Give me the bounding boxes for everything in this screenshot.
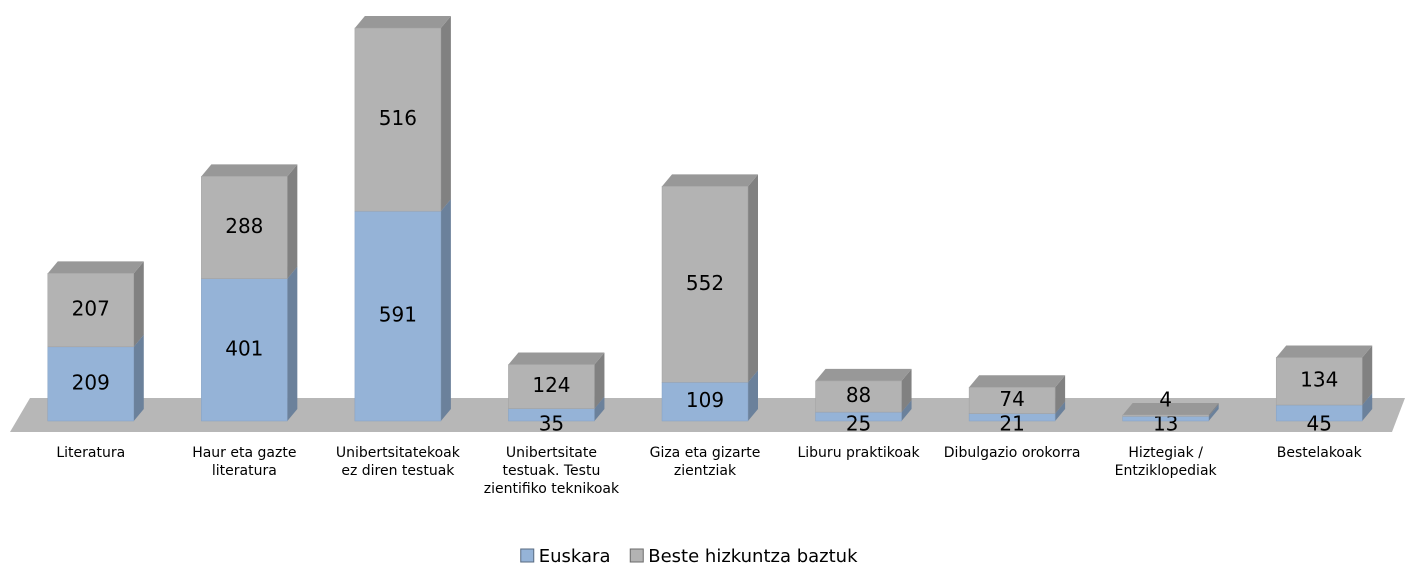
x-tick-label: Hiztegiak / Entziklopediak <box>1114 445 1217 479</box>
legend-label: Beste hizkuntza baztuk <box>648 546 858 567</box>
bar <box>354 27 442 212</box>
bar <box>47 346 135 422</box>
bar <box>1122 414 1209 417</box>
value-label: 21 <box>999 412 1024 436</box>
bar-top <box>47 261 144 274</box>
x-tick-label: Bestelakoak <box>1276 445 1362 461</box>
bar-side <box>1055 401 1066 421</box>
bar-side <box>1362 345 1373 406</box>
legend-label: Euskara <box>539 546 611 567</box>
bar-side <box>1208 402 1219 417</box>
x-tick-label: Haur eta gazte literatura <box>192 445 297 479</box>
bar-top <box>201 164 298 177</box>
bar <box>661 382 749 422</box>
bar-side <box>287 266 298 421</box>
bar-top <box>354 16 451 28</box>
bar-top <box>969 375 1066 388</box>
value-label: 25 <box>846 412 871 436</box>
value-label: 207 <box>72 297 110 321</box>
bar-top <box>815 368 912 381</box>
bar-side <box>901 400 912 421</box>
legend-swatch <box>629 548 644 563</box>
bar <box>815 380 902 413</box>
bar-side <box>1055 375 1066 414</box>
bar <box>968 387 1056 414</box>
value-label: 88 <box>846 383 871 407</box>
bar-side <box>748 370 758 421</box>
bar-top <box>1122 402 1219 415</box>
bar-side <box>133 261 144 347</box>
value-label: 134 <box>1300 368 1338 392</box>
value-label: 516 <box>379 106 417 130</box>
bar-side <box>594 352 605 409</box>
x-tick-label: Unibertsitatekoak ez diren testuak <box>335 445 460 479</box>
x-tick-label: Liburu praktikoak <box>797 445 920 461</box>
bar-side <box>287 164 298 279</box>
x-tick-label: Giza eta gizarte zientziak <box>649 445 761 479</box>
bar-side <box>1362 393 1373 421</box>
legend-swatch <box>520 548 535 563</box>
bar-side <box>440 16 451 212</box>
bar <box>201 176 288 279</box>
bar <box>508 364 595 409</box>
x-tick-label: Literatura <box>56 445 126 461</box>
bar <box>201 278 288 422</box>
bar <box>661 186 749 383</box>
value-label: 35 <box>539 412 564 436</box>
bar-side <box>133 334 144 421</box>
bar-top <box>508 352 605 365</box>
value-label: 4 <box>1159 387 1172 411</box>
bar <box>47 273 135 348</box>
x-tick-label: Unibertsitate testuak. Testu zientifiko … <box>483 445 620 497</box>
value-label: 401 <box>225 336 263 360</box>
bar-side <box>1208 404 1219 421</box>
x-tick-label: Dibulgazio orokorra <box>943 445 1081 461</box>
value-label: 124 <box>532 373 570 397</box>
value-label: 552 <box>686 271 724 295</box>
bar-side <box>901 368 912 413</box>
bar-side <box>748 174 758 383</box>
bar <box>1275 357 1363 406</box>
bar-side <box>440 199 451 421</box>
value-label: 288 <box>225 214 263 238</box>
bar <box>354 210 442 422</box>
bar-top <box>1276 345 1373 358</box>
value-label: 209 <box>72 370 110 394</box>
value-label: 74 <box>999 387 1024 411</box>
value-label: 109 <box>686 388 724 412</box>
value-label: 45 <box>1306 412 1331 436</box>
bar-top <box>662 174 758 187</box>
value-label: 591 <box>379 303 417 327</box>
bar-side <box>594 396 605 421</box>
